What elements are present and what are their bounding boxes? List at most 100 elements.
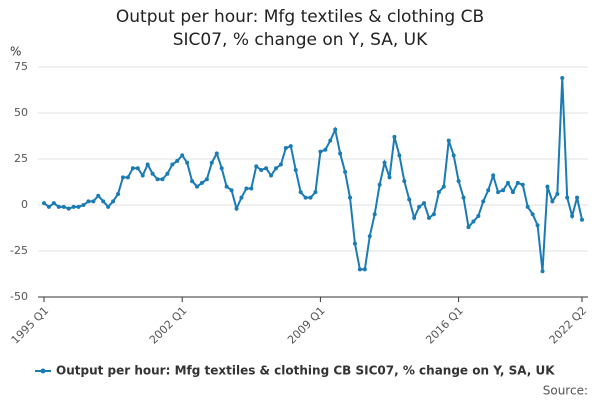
- point: [426, 215, 431, 220]
- point: [491, 173, 496, 178]
- y-tick-label: -25: [10, 244, 28, 257]
- point: [308, 195, 313, 200]
- x-tick-label: 2022 Q2: [547, 304, 590, 347]
- point: [209, 160, 214, 165]
- legend-label: Output per hour: Mfg textiles & clothing…: [56, 364, 555, 378]
- point: [313, 190, 318, 195]
- point: [560, 76, 565, 81]
- point: [431, 212, 436, 217]
- point: [540, 269, 545, 274]
- point: [392, 134, 397, 139]
- point: [496, 190, 501, 195]
- point: [545, 184, 550, 189]
- point: [140, 173, 145, 178]
- point: [180, 153, 185, 158]
- point: [269, 173, 274, 178]
- point: [61, 204, 66, 209]
- point: [81, 203, 86, 207]
- point: [86, 199, 91, 204]
- point: [204, 177, 209, 182]
- point: [515, 180, 520, 185]
- point: [377, 182, 382, 187]
- point: [224, 184, 229, 189]
- point: [51, 201, 56, 206]
- point: [214, 151, 219, 156]
- point: [150, 171, 155, 176]
- point: [402, 179, 407, 184]
- point: [535, 223, 540, 228]
- point: [273, 166, 278, 171]
- point: [525, 204, 530, 209]
- point: [155, 177, 160, 182]
- point: [66, 206, 71, 211]
- point: [190, 179, 195, 184]
- point: [234, 206, 239, 211]
- point: [264, 166, 269, 171]
- point: [293, 168, 298, 173]
- point: [145, 162, 150, 167]
- point: [130, 166, 135, 171]
- point: [288, 144, 293, 149]
- point: [328, 138, 333, 143]
- point: [476, 214, 481, 219]
- point: [372, 212, 377, 217]
- chart-title: Output per hour: Mfg textiles & clothing…: [115, 7, 485, 50]
- point: [170, 162, 175, 167]
- point: [116, 191, 121, 196]
- y-tick-label: 25: [14, 152, 28, 165]
- point: [530, 212, 535, 217]
- point: [111, 199, 116, 204]
- point: [244, 186, 249, 191]
- point: [471, 219, 476, 224]
- point: [412, 215, 417, 220]
- point: [580, 217, 584, 222]
- point: [520, 182, 525, 187]
- point: [303, 195, 308, 200]
- point: [550, 199, 555, 204]
- point: [422, 201, 427, 206]
- point: [505, 180, 510, 185]
- point: [249, 186, 254, 191]
- point: [219, 166, 224, 171]
- point: [417, 204, 422, 209]
- legend-swatch-dot: [40, 368, 46, 374]
- point: [357, 267, 362, 272]
- source: Source:: [543, 384, 588, 398]
- point: [106, 204, 111, 209]
- point: [510, 190, 515, 195]
- point: [195, 184, 200, 189]
- y-tick-label: 75: [14, 60, 28, 73]
- point: [446, 138, 451, 143]
- point: [387, 175, 392, 180]
- point: [348, 195, 353, 200]
- point: [333, 127, 338, 132]
- point: [239, 195, 244, 200]
- point: [382, 160, 387, 165]
- point: [555, 191, 560, 196]
- point: [76, 204, 81, 209]
- point: [575, 195, 580, 200]
- point: [466, 225, 471, 230]
- point: [436, 190, 441, 195]
- point: [278, 162, 283, 167]
- point: [175, 158, 180, 163]
- point: [343, 169, 348, 174]
- point: [160, 177, 165, 182]
- x-tick-label: 2002 Q1: [147, 304, 190, 347]
- point: [318, 149, 323, 154]
- point: [565, 195, 570, 200]
- y-tick-label: 0: [21, 198, 28, 211]
- y-axis-label: %: [10, 45, 21, 59]
- point: [185, 160, 190, 165]
- point: [254, 164, 259, 169]
- line: [43, 77, 583, 272]
- point: [91, 199, 96, 204]
- point: [456, 179, 461, 184]
- y-tick-label: -50: [10, 290, 28, 303]
- point: [323, 147, 328, 152]
- x-tick-label: 2009 Q1: [285, 304, 328, 347]
- point: [451, 153, 456, 158]
- point: [298, 190, 303, 195]
- point: [101, 199, 106, 204]
- point: [71, 204, 76, 209]
